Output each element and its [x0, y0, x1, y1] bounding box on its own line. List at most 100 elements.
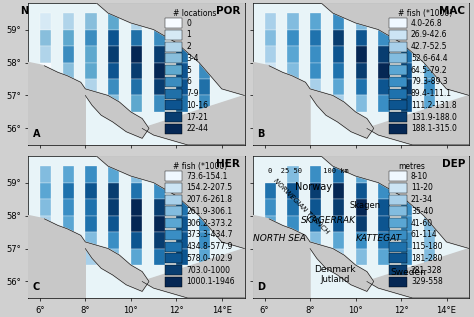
Bar: [108, 232, 119, 249]
Bar: [333, 249, 344, 265]
Bar: [40, 62, 51, 79]
Bar: [333, 199, 344, 216]
Polygon shape: [253, 216, 374, 298]
Bar: [40, 46, 51, 62]
Bar: [131, 95, 142, 112]
FancyBboxPatch shape: [164, 18, 182, 28]
Bar: [356, 249, 367, 265]
Bar: [40, 183, 51, 199]
Bar: [154, 232, 165, 249]
Bar: [131, 166, 142, 183]
FancyBboxPatch shape: [389, 42, 407, 51]
Bar: [378, 95, 390, 112]
Bar: [176, 95, 188, 112]
Text: Jutland: Jutland: [320, 275, 350, 284]
Bar: [131, 216, 142, 232]
Bar: [378, 79, 390, 95]
Bar: [199, 199, 210, 216]
Text: 73.6-154.1: 73.6-154.1: [186, 171, 228, 181]
FancyBboxPatch shape: [164, 124, 182, 134]
Bar: [63, 13, 74, 29]
Bar: [310, 46, 321, 62]
Bar: [108, 62, 119, 79]
Text: Sweden: Sweden: [391, 268, 427, 277]
FancyBboxPatch shape: [389, 218, 407, 228]
Text: 8-10: 8-10: [411, 171, 428, 181]
Bar: [40, 13, 51, 29]
Bar: [356, 29, 367, 46]
Bar: [287, 199, 299, 216]
Bar: [310, 199, 321, 216]
Bar: [401, 232, 412, 249]
Text: 2: 2: [186, 42, 191, 51]
Text: 10-16: 10-16: [186, 101, 208, 110]
Bar: [424, 95, 435, 112]
FancyBboxPatch shape: [389, 18, 407, 28]
FancyBboxPatch shape: [389, 230, 407, 240]
Bar: [176, 183, 188, 199]
FancyBboxPatch shape: [164, 112, 182, 122]
FancyBboxPatch shape: [389, 206, 407, 216]
Text: 3-4: 3-4: [186, 54, 199, 63]
Bar: [333, 79, 344, 95]
Text: metres: metres: [398, 162, 425, 171]
FancyBboxPatch shape: [389, 89, 407, 99]
Text: 5: 5: [186, 66, 191, 74]
Polygon shape: [321, 3, 469, 95]
Bar: [333, 232, 344, 249]
Bar: [154, 29, 165, 46]
Bar: [85, 199, 97, 216]
Bar: [287, 29, 299, 46]
Bar: [378, 199, 390, 216]
Text: 7-9: 7-9: [186, 89, 199, 98]
Bar: [40, 216, 51, 232]
Bar: [131, 199, 142, 216]
Bar: [199, 249, 210, 265]
Bar: [356, 13, 367, 29]
Text: 111.2-131.8: 111.2-131.8: [411, 101, 456, 110]
Bar: [63, 232, 74, 249]
Bar: [199, 79, 210, 95]
Text: NORWEGIAN TRENCH: NORWEGIAN TRENCH: [272, 177, 329, 235]
Text: 261.9-306.1: 261.9-306.1: [186, 207, 232, 216]
Text: 0: 0: [186, 18, 191, 28]
FancyBboxPatch shape: [164, 183, 182, 193]
Bar: [154, 13, 165, 29]
Bar: [401, 62, 412, 79]
Bar: [85, 62, 97, 79]
Text: 434.8-577.9: 434.8-577.9: [186, 242, 233, 251]
Bar: [356, 95, 367, 112]
Text: Denmark: Denmark: [315, 265, 356, 274]
Bar: [85, 79, 97, 95]
Bar: [108, 249, 119, 265]
Bar: [131, 13, 142, 29]
FancyBboxPatch shape: [389, 171, 407, 181]
Bar: [63, 29, 74, 46]
Bar: [176, 199, 188, 216]
Bar: [310, 183, 321, 199]
Bar: [176, 216, 188, 232]
Text: 61-114: 61-114: [411, 230, 438, 239]
Bar: [356, 46, 367, 62]
Bar: [264, 13, 276, 29]
Text: 703.0-1000: 703.0-1000: [186, 266, 230, 275]
Bar: [401, 46, 412, 62]
Polygon shape: [367, 95, 469, 145]
Text: SKAGERRAK: SKAGERRAK: [301, 216, 356, 224]
FancyBboxPatch shape: [389, 265, 407, 275]
Bar: [378, 62, 390, 79]
Text: 1000.1-1946: 1000.1-1946: [186, 277, 235, 287]
Bar: [131, 62, 142, 79]
Text: 4.0-26.8: 4.0-26.8: [411, 18, 443, 28]
FancyBboxPatch shape: [389, 100, 407, 110]
Text: 22-44: 22-44: [186, 124, 208, 133]
Bar: [63, 183, 74, 199]
Bar: [401, 95, 412, 112]
Bar: [85, 46, 97, 62]
Text: 35-40: 35-40: [411, 207, 433, 216]
FancyBboxPatch shape: [164, 230, 182, 240]
Bar: [333, 29, 344, 46]
Bar: [378, 183, 390, 199]
Bar: [264, 216, 276, 232]
Text: B: B: [257, 129, 265, 139]
